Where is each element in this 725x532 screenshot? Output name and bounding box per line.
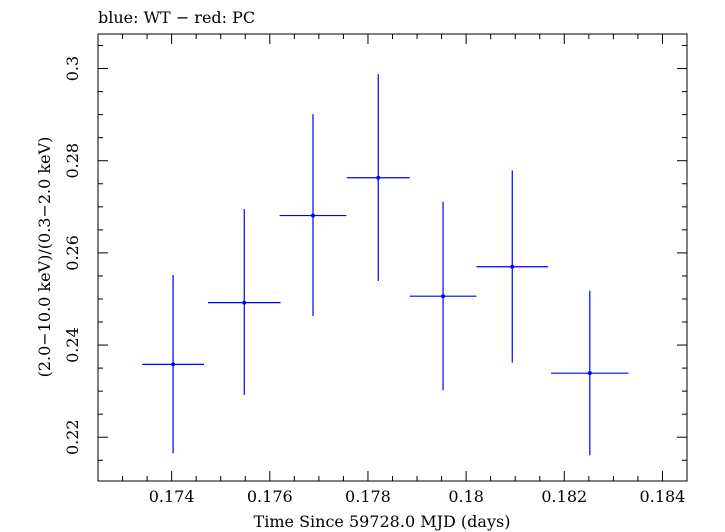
x-tick-label: 0.18 xyxy=(448,487,484,506)
point-marker xyxy=(242,300,247,305)
y-axis-ticks: 0.22 0.24 0.26 0.28 0.3 xyxy=(63,45,687,461)
data-point-3 xyxy=(279,114,347,317)
point-marker xyxy=(441,294,446,299)
point-marker xyxy=(587,371,592,376)
x-tick-label: 0.174 xyxy=(149,487,195,506)
x-axis-ticks: 0.174 0.176 0.178 0.18 0.182 0.184 xyxy=(122,34,686,506)
y-tick-label: 0.26 xyxy=(63,235,82,271)
x-axis-label: Time Since 59728.0 MJD (days) xyxy=(254,512,511,531)
y-axis-label: (2.0−10.0 keV)/(0.3−2.0 keV) xyxy=(35,137,54,378)
data-point-6 xyxy=(476,170,549,363)
x-tick-label: 0.178 xyxy=(345,487,391,506)
y-tick-label: 0.22 xyxy=(63,419,82,455)
point-marker xyxy=(171,362,176,367)
y-tick-label: 0.3 xyxy=(63,56,82,81)
data-point-2 xyxy=(207,209,281,395)
chart-title: blue: WT − red: PC xyxy=(98,8,255,27)
point-marker xyxy=(510,264,515,269)
point-marker xyxy=(310,213,315,218)
x-tick-label: 0.182 xyxy=(541,487,587,506)
data-point-1 xyxy=(142,275,205,454)
data-point-5 xyxy=(409,201,477,391)
x-tick-label: 0.176 xyxy=(247,487,293,506)
plot-frame xyxy=(97,33,688,482)
y-tick-label: 0.24 xyxy=(63,327,82,363)
data-point-4 xyxy=(346,74,410,282)
point-marker xyxy=(376,175,381,180)
data-point-7 xyxy=(551,290,629,456)
x-tick-label: 0.184 xyxy=(640,487,686,506)
y-tick-label: 0.28 xyxy=(63,143,82,179)
data-points xyxy=(142,74,629,456)
